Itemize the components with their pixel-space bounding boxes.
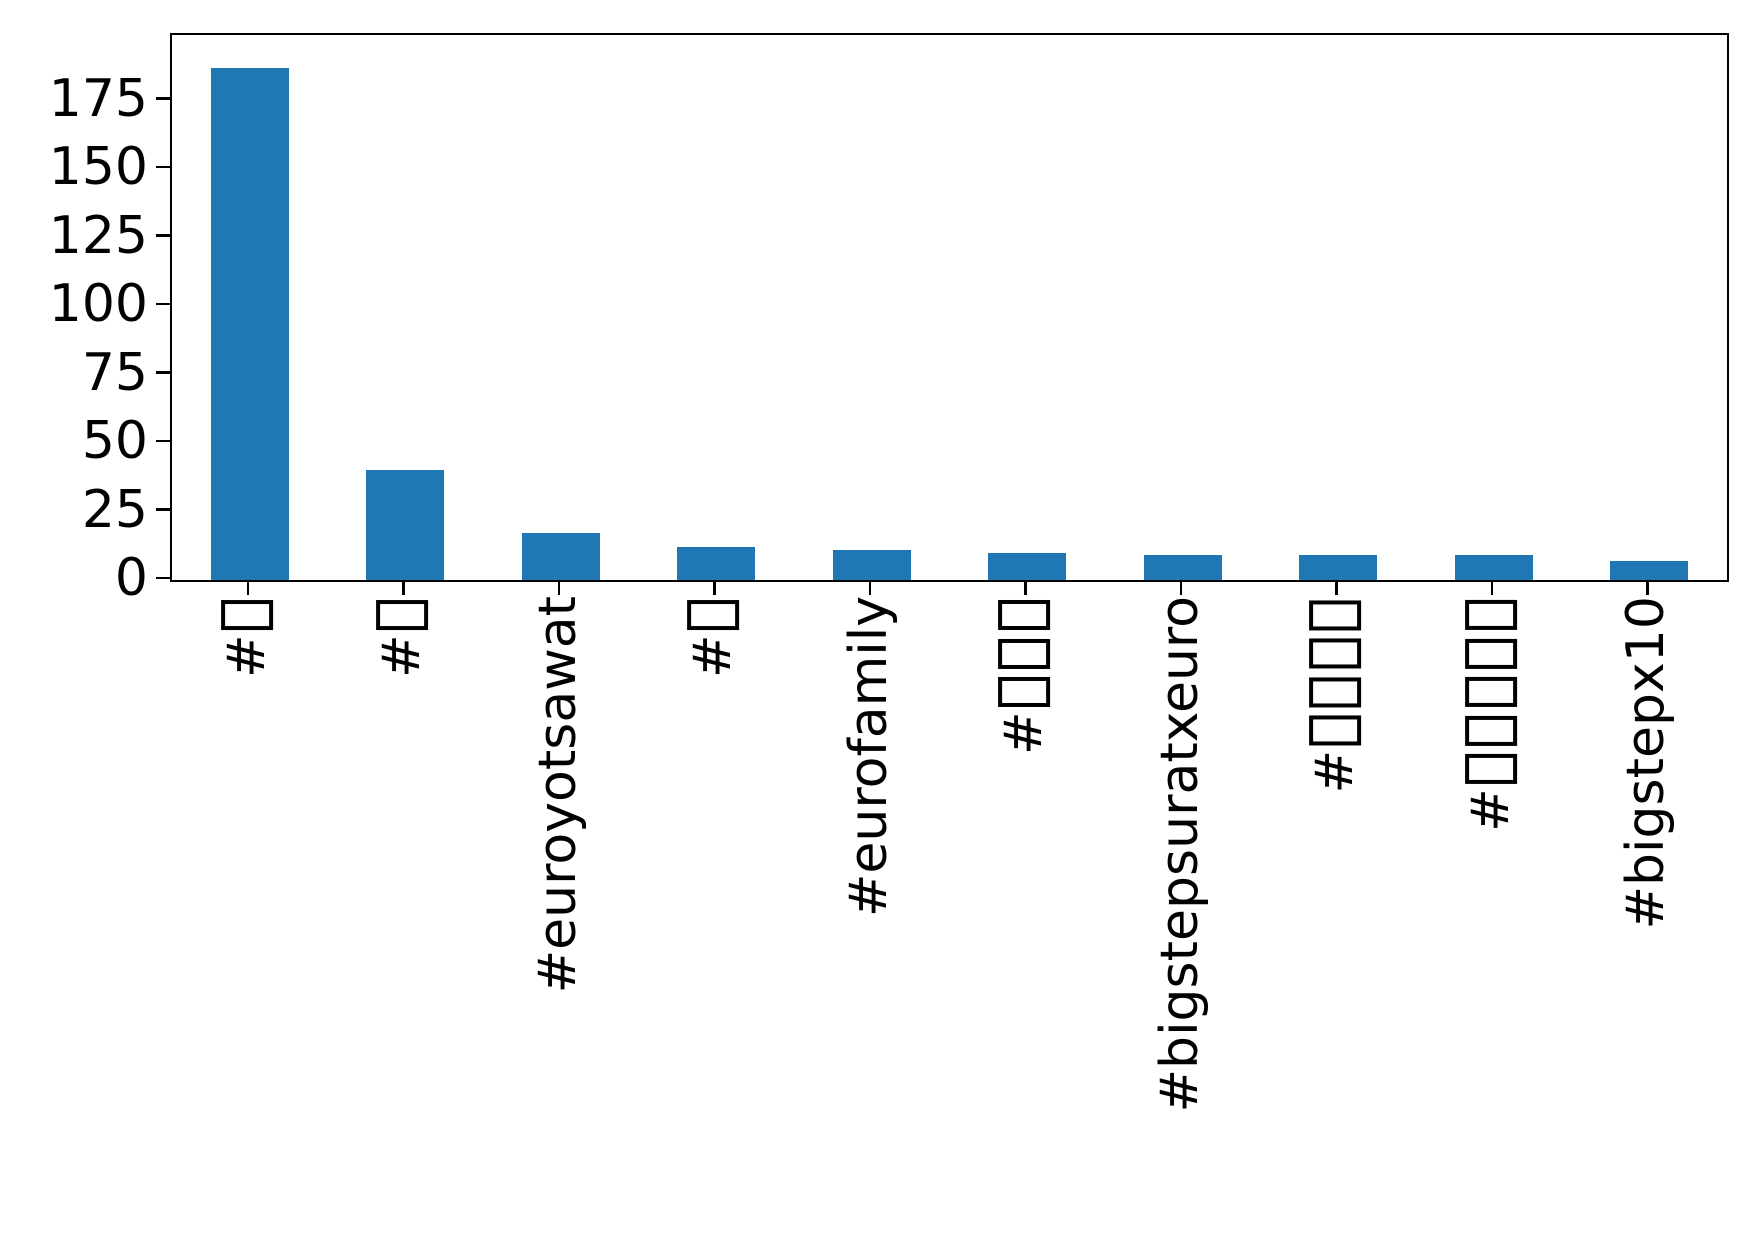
y-axis-tick [156, 302, 170, 306]
missing-glyph-box [1465, 600, 1518, 631]
bar [1143, 555, 1222, 580]
y-axis-tick-label: 50 [81, 411, 148, 472]
missing-glyph-box [1465, 677, 1518, 708]
missing-glyph-box [998, 677, 1051, 708]
x-axis-tick-label: #euroyotsawat [527, 596, 588, 994]
bar [521, 533, 600, 580]
missing-glyph-box [998, 638, 1051, 669]
x-axis-tick-label: #eurofamily [838, 596, 899, 918]
y-axis-tick-label: 150 [48, 137, 148, 198]
x-axis-tick [1179, 580, 1182, 595]
y-axis-tick [156, 576, 170, 580]
y-axis-tick-label: 125 [48, 205, 148, 266]
missing-glyph-box [998, 600, 1051, 631]
y-axis-tick-label: 100 [48, 274, 148, 335]
y-axis-tick-label: 75 [81, 342, 148, 403]
y-axis-tick-label: 25 [81, 479, 148, 540]
y-axis-tick-label: 175 [48, 68, 148, 129]
y-axis-tick [156, 371, 170, 374]
bar [366, 470, 445, 580]
missing-glyph-box [1309, 715, 1362, 746]
bar [677, 547, 756, 580]
x-axis-tick [1646, 580, 1649, 595]
missing-glyph-box [687, 600, 740, 631]
bar [832, 549, 911, 580]
missing-glyph-box [1309, 677, 1362, 708]
y-axis-tick [156, 165, 170, 169]
missing-glyph-box [221, 600, 274, 631]
x-axis-tick-label: # [994, 596, 1055, 755]
x-axis-tick [1335, 580, 1338, 595]
missing-glyph-box [1465, 715, 1518, 746]
missing-glyph-box [1309, 638, 1362, 669]
y-axis-tick [156, 234, 170, 237]
x-axis-tick-label: # [1305, 596, 1366, 793]
bar [988, 552, 1067, 580]
x-axis-tick [868, 580, 871, 595]
x-axis-tick [713, 580, 716, 595]
y-axis-tick [156, 439, 170, 443]
missing-glyph-box [1465, 638, 1518, 669]
bar [210, 67, 289, 580]
y-axis-tick [156, 97, 170, 100]
missing-glyph-box [376, 600, 429, 631]
bar [1299, 555, 1378, 580]
missing-glyph-box [1309, 600, 1362, 631]
x-axis-tick [402, 580, 405, 595]
y-axis-tick-label: 0 [114, 548, 148, 608]
x-axis-tick-label: # [217, 596, 278, 678]
x-axis-tick-label: #bigstepsuratxeuro [1149, 596, 1210, 1113]
bar [1454, 555, 1533, 580]
x-axis-tick [557, 580, 560, 595]
x-axis-tick-label: #bigstepx10 [1616, 596, 1677, 930]
x-axis-tick [1490, 580, 1493, 595]
y-axis-tick [156, 508, 170, 511]
plot-area [170, 33, 1729, 582]
x-axis-tick-label: # [372, 596, 433, 678]
x-axis-tick-label: # [683, 596, 744, 678]
bar [1610, 560, 1689, 580]
missing-glyph-box [1465, 754, 1518, 785]
x-axis-tick [1024, 580, 1027, 595]
x-axis-tick-label: # [1461, 596, 1522, 832]
x-axis-tick [246, 580, 249, 595]
